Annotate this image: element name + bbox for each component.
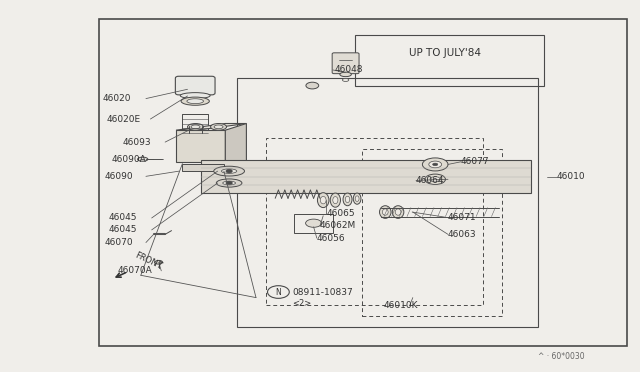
Ellipse shape	[321, 196, 326, 204]
FancyBboxPatch shape	[175, 76, 215, 95]
Ellipse shape	[383, 209, 388, 215]
Text: 46093: 46093	[123, 138, 152, 147]
Polygon shape	[176, 124, 246, 130]
Ellipse shape	[317, 193, 329, 208]
Text: N: N	[276, 288, 281, 296]
Text: 46070A: 46070A	[117, 266, 152, 275]
FancyBboxPatch shape	[332, 53, 359, 74]
Ellipse shape	[181, 97, 209, 105]
Text: UP TO JULY'84: UP TO JULY'84	[410, 48, 481, 58]
Ellipse shape	[211, 124, 227, 130]
Text: 46090A: 46090A	[112, 155, 147, 164]
Ellipse shape	[355, 196, 359, 201]
Ellipse shape	[223, 181, 236, 185]
Circle shape	[226, 169, 232, 173]
Bar	[266, 138, 483, 305]
Ellipse shape	[343, 193, 352, 206]
Ellipse shape	[396, 209, 401, 215]
Polygon shape	[225, 124, 246, 162]
Text: 46056: 46056	[317, 234, 346, 243]
Text: 08911-10837: 08911-10837	[292, 288, 353, 296]
Polygon shape	[201, 160, 531, 193]
Ellipse shape	[433, 163, 438, 166]
Ellipse shape	[138, 157, 148, 161]
Text: 46065: 46065	[326, 209, 355, 218]
Bar	[182, 114, 208, 133]
Bar	[294, 214, 333, 232]
Ellipse shape	[422, 158, 448, 171]
Bar	[362, 149, 502, 316]
Ellipse shape	[425, 174, 445, 185]
Text: 46048: 46048	[334, 65, 363, 74]
Text: 46064: 46064	[416, 176, 445, 185]
Text: ^ · 60*0030: ^ · 60*0030	[538, 352, 584, 361]
Text: 46077: 46077	[461, 157, 490, 166]
Ellipse shape	[392, 206, 404, 218]
Ellipse shape	[214, 166, 244, 176]
Ellipse shape	[346, 196, 350, 202]
Ellipse shape	[429, 161, 442, 168]
Polygon shape	[182, 164, 224, 171]
Ellipse shape	[380, 206, 391, 218]
Text: 46020: 46020	[102, 94, 131, 103]
Text: 46071: 46071	[448, 213, 477, 222]
Circle shape	[268, 286, 289, 298]
Ellipse shape	[214, 125, 223, 129]
Text: 46010: 46010	[557, 172, 586, 181]
Ellipse shape	[342, 78, 349, 81]
Ellipse shape	[191, 125, 200, 129]
Ellipse shape	[180, 93, 210, 99]
Ellipse shape	[187, 99, 204, 104]
Polygon shape	[176, 130, 225, 162]
Ellipse shape	[430, 177, 440, 182]
Circle shape	[226, 181, 232, 185]
Ellipse shape	[333, 196, 338, 203]
Ellipse shape	[306, 82, 319, 89]
Ellipse shape	[340, 72, 351, 77]
Text: 46063: 46063	[448, 230, 477, 239]
Text: 46062M: 46062M	[320, 221, 356, 230]
Text: 46070: 46070	[105, 238, 134, 247]
Text: <2>: <2>	[292, 299, 312, 308]
Bar	[355, 35, 544, 86]
Ellipse shape	[330, 193, 340, 207]
Text: 46045: 46045	[109, 225, 138, 234]
Ellipse shape	[306, 219, 322, 227]
Bar	[237, 78, 538, 327]
Ellipse shape	[188, 124, 204, 130]
Text: 46090: 46090	[105, 172, 134, 181]
Bar	[99, 19, 627, 346]
Text: 46020E: 46020E	[106, 115, 140, 124]
Text: FRONT: FRONT	[133, 250, 163, 271]
Text: 46045: 46045	[109, 214, 138, 222]
Ellipse shape	[155, 260, 163, 264]
Ellipse shape	[216, 179, 242, 187]
Ellipse shape	[353, 193, 361, 204]
Text: 46010K: 46010K	[384, 301, 419, 310]
Ellipse shape	[221, 169, 237, 173]
